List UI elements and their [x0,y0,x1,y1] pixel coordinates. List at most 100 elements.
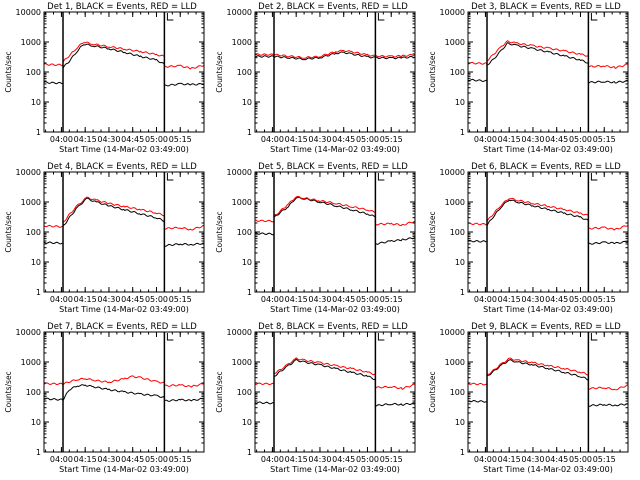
panel-title: Det 3, BLACK = Events, RED = LLD [471,2,621,12]
x-tick-label: 05:00 [569,455,592,464]
y-tick-label: 1 [36,448,41,457]
x-tick-label: 04:00 [474,295,497,304]
x-tick-label: 04:00 [261,295,284,304]
x-tick-label: 05:15 [169,295,192,304]
y-tick-label: 10 [31,98,41,107]
y-axis-label: Counts/sec [4,371,13,412]
y-tick-label: 10 [31,258,41,267]
x-axis-label: Start Time (14-Mar-02 03:49:00) [483,145,613,154]
panel-title: Det 5, BLACK = Events, RED = LLD [258,162,408,172]
y-tick-label: 10000 [16,328,41,337]
x-tick-label: 05:00 [569,295,592,304]
y-axis-label: Counts/sec [4,51,13,92]
y-tick-label: 10000 [227,8,252,17]
marker-bracket [377,333,385,341]
detector-panel: 1 10 100 1000 10000 04:00 04:15 04:30 04:45 05:00… [215,322,416,474]
y-tick-label: 1000 [232,358,252,367]
y-tick-label: 10 [242,98,252,107]
detector-panel: 1 10 100 1000 10000 04:00 04:15 04:30 04:45 05:00… [215,2,416,154]
x-tick-label: 04:45 [332,455,355,464]
series-line-lld [43,41,205,70]
panel-title: Det 4, BLACK = Events, RED = LLD [47,162,197,172]
y-tick-label: 1000 [21,198,41,207]
y-tick-label: 10 [455,258,465,267]
y-tick-label: 10000 [16,168,41,177]
y-tick-label: 1 [247,128,252,137]
y-axis-label: Counts/sec [215,371,224,412]
x-tick-label: 04:15 [498,135,521,144]
panel-title: Det 8, BLACK = Events, RED = LLD [258,322,408,332]
marker-bracket [377,13,385,21]
x-tick-label: 04:45 [545,455,568,464]
y-tick-label: 100 [450,68,465,77]
y-tick-label: 1 [460,288,465,297]
y-axis-label: Counts/sec [428,211,437,252]
series-line-events [43,197,205,247]
x-axis-label: Start Time (14-Mar-02 03:49:00) [59,305,189,314]
detector-panel: 1 10 100 1000 10000 04:00 04:15 04:30 04:45 05:00… [428,162,629,314]
x-tick-label: 04:00 [261,455,284,464]
series-line-lld [43,196,205,231]
y-axis-label: Counts/sec [428,51,437,92]
y-tick-label: 10 [455,418,465,427]
x-axis-label: Start Time (14-Mar-02 03:49:00) [270,305,400,314]
y-tick-label: 10 [242,258,252,267]
x-tick-label: 05:15 [593,135,616,144]
x-tick-label: 05:00 [145,135,168,144]
x-tick-label: 04:15 [74,135,97,144]
y-tick-label: 1000 [445,38,465,47]
x-tick-label: 04:30 [521,455,544,464]
x-tick-label: 04:30 [521,135,544,144]
x-tick-label: 05:15 [593,455,616,464]
y-tick-label: 1 [247,448,252,457]
y-tick-label: 10000 [16,8,41,17]
series-line-events [254,51,416,61]
y-tick-label: 1000 [445,358,465,367]
marker-bracket [377,173,385,181]
panel-title: Det 7, BLACK = Events, RED = LLD [47,322,197,332]
x-tick-label: 05:00 [356,135,379,144]
y-axis-label: Counts/sec [215,211,224,252]
x-tick-label: 04:45 [121,135,144,144]
x-tick-label: 04:30 [308,455,331,464]
detector-panel: 1 10 100 1000 10000 04:00 04:15 04:30 04:45 05:00… [4,322,205,474]
x-axis-label: Start Time (14-Mar-02 03:49:00) [270,145,400,154]
x-tick-label: 04:15 [285,295,308,304]
panel-title: Det 6, BLACK = Events, RED = LLD [471,162,621,172]
y-tick-label: 1000 [445,198,465,207]
y-tick-label: 1000 [21,358,41,367]
y-tick-label: 10000 [440,168,465,177]
x-tick-label: 04:00 [474,455,497,464]
x-tick-label: 04:15 [285,135,308,144]
x-tick-label: 04:15 [74,455,97,464]
series-line-lld [254,357,416,390]
marker-bracket [166,333,174,341]
x-tick-label: 05:15 [380,135,403,144]
x-tick-label: 04:15 [74,295,97,304]
y-tick-label: 1000 [232,38,252,47]
y-tick-label: 100 [450,388,465,397]
x-tick-label: 04:30 [308,135,331,144]
x-tick-label: 04:45 [545,295,568,304]
marker-bracket [166,173,174,181]
x-tick-label: 04:15 [285,455,308,464]
x-tick-label: 05:00 [356,455,379,464]
y-tick-label: 10000 [227,328,252,337]
x-tick-label: 04:45 [545,135,568,144]
y-tick-label: 1 [460,448,465,457]
x-tick-label: 05:15 [380,295,403,304]
y-tick-label: 1 [460,128,465,137]
marker-bracket [590,13,598,21]
x-axis-label: Start Time (14-Mar-02 03:49:00) [483,305,613,314]
x-tick-label: 05:15 [380,455,403,464]
detector-panel: 1 10 100 1000 10000 04:00 04:15 04:30 04:45 05:00… [215,162,416,314]
marker-bracket [590,333,598,341]
detector-panel: 1 10 100 1000 10000 04:00 04:15 04:30 04:45 05:00… [428,322,629,474]
detector-panel: 1 10 100 1000 10000 04:00 04:15 04:30 04:45 05:00… [4,162,205,314]
y-axis-label: Counts/sec [215,51,224,92]
x-axis-label: Start Time (14-Mar-02 03:49:00) [270,465,400,474]
x-tick-label: 05:00 [145,455,168,464]
series-line-lld [254,49,416,59]
